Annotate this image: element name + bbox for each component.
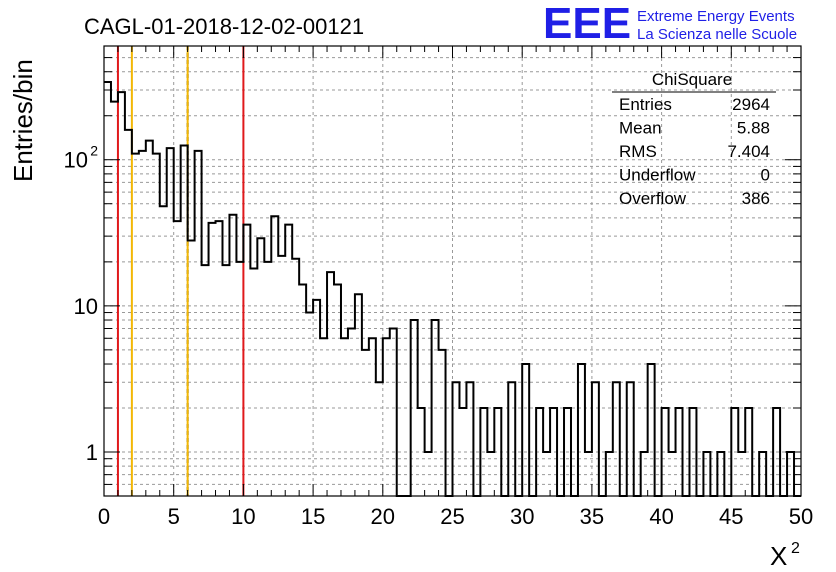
x-tick-label: 20 xyxy=(371,504,395,529)
stats-label: Entries xyxy=(619,95,672,114)
y-tick-label-sup: 2 xyxy=(90,143,98,159)
x-tick-label: 10 xyxy=(231,504,255,529)
x-tick-label: 50 xyxy=(789,504,813,529)
x-axis-label-main: Χ xyxy=(770,541,787,571)
stats-title: ChiSquare xyxy=(652,70,732,89)
x-tick-label: 30 xyxy=(510,504,534,529)
stats-label: Mean xyxy=(619,119,662,138)
logo-text: EEE xyxy=(543,0,631,48)
brand-line-1: Extreme Energy Events xyxy=(637,8,795,25)
stats-label: Underflow xyxy=(619,166,696,185)
x-tick-label: 15 xyxy=(301,504,325,529)
y-tick-label: 1 xyxy=(86,440,98,465)
run-title: CAGL-01-2018-12-02-00121 xyxy=(84,14,364,39)
stats-value: 2964 xyxy=(732,95,770,114)
brand-line-2: La Scienza nelle Scuole xyxy=(637,26,797,43)
eee-logo: EEE Extreme Energy Events La Scienza nel… xyxy=(543,0,797,48)
x-tick-label: 40 xyxy=(649,504,673,529)
x-tick-label: 5 xyxy=(168,504,180,529)
x-tick-label: 45 xyxy=(719,504,743,529)
y-axis-label: Entries/bin xyxy=(8,59,38,182)
y-tick-label: 10 xyxy=(74,294,98,319)
stats-label: Overflow xyxy=(619,189,687,208)
stats-box: ChiSquare Entries 2964 Mean 5.88 RMS 7.404 Und… xyxy=(612,70,776,208)
x-axis-label: Χ 2 xyxy=(770,540,800,571)
x-axis-label-sup: 2 xyxy=(791,540,800,557)
x-tick-label: 0 xyxy=(98,504,110,529)
y-tick-label: 10 xyxy=(64,148,88,173)
reference-lines xyxy=(116,46,245,496)
x-tick-label: 35 xyxy=(580,504,604,529)
stats-label: RMS xyxy=(619,142,657,161)
stats-value: 7.404 xyxy=(727,142,770,161)
stats-value: 386 xyxy=(742,189,770,208)
stats-value: 5.88 xyxy=(737,119,770,138)
x-tick-label: 25 xyxy=(440,504,464,529)
stats-value: 0 xyxy=(761,166,770,185)
